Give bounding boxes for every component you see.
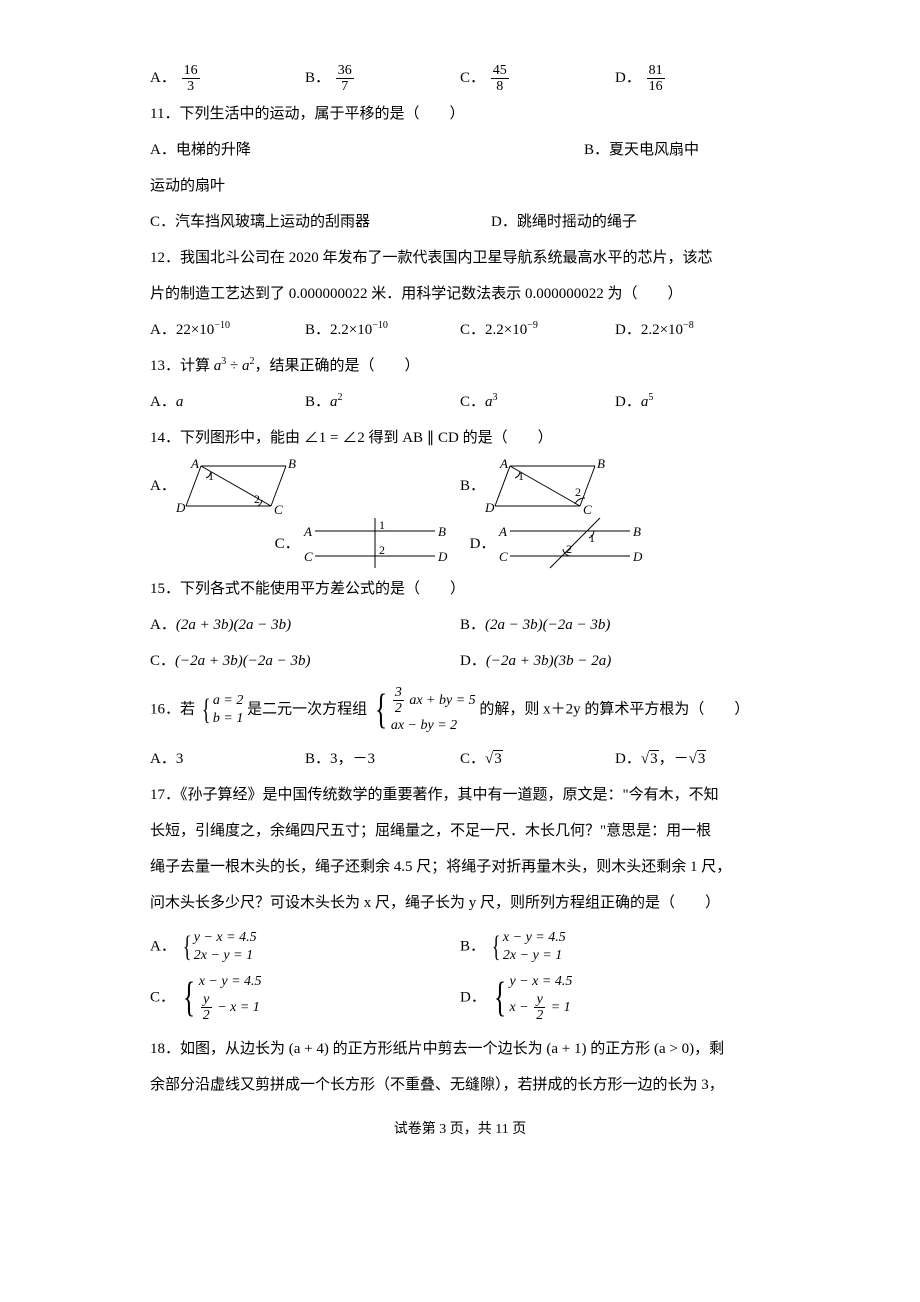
q15-opt-a: A．(2a + 3b)(2a − 3b)	[150, 607, 460, 643]
q14-opt-d: D． A B C D 1 2	[470, 516, 646, 571]
opt-label: D．	[615, 70, 641, 86]
svg-text:B: B	[288, 456, 296, 471]
lines-figure-c: A B C D 1 2	[300, 516, 450, 571]
svg-text:2: 2	[379, 543, 385, 557]
brace-icon: {	[492, 932, 501, 962]
q17-l2: 长短，引绳度之，余绳四尺五寸；屈绳量之，不足一尺．木长几何？"意思是：用一根	[150, 813, 770, 849]
brace-icon: {	[494, 977, 506, 1019]
q16-opt-c: C．√3	[460, 741, 615, 777]
svg-text:C: C	[304, 549, 313, 564]
svg-text:D: D	[176, 500, 186, 515]
q13-opt-d: D．a5	[615, 384, 770, 420]
q17-opt-c: C． { x − y = 4.5y2 − x = 1	[150, 973, 460, 1023]
q12-stem2: 片的制造工艺达到了 0.000000022 米．用科学记数法表示 0.00000…	[150, 276, 770, 312]
svg-text:D: D	[437, 549, 448, 564]
q17-l4: 问木头长多少尺？可设木头长为 x 尺，绳子长为 y 尺，则所列方程组正确的是（ …	[150, 885, 770, 921]
svg-text:C: C	[274, 502, 283, 516]
brace-icon: {	[202, 695, 211, 725]
q10-options: A． 163 B． 367 C． 458 D． 8116	[150, 60, 770, 96]
q12-opt-d: D．2.2×10−8	[615, 312, 770, 348]
q17-row1: A． { y − x = 4.52x − y = 1 B． { x − y = …	[150, 929, 770, 965]
q16-opt-b: B．3，－3	[305, 741, 460, 777]
q13-opt-a: A．a	[150, 384, 305, 420]
q11-opt-d: D．跳绳时摇动的绳子	[491, 204, 770, 240]
q16-opt-a: A．3	[150, 741, 305, 777]
q18-l1: 18．如图，从边长为 (a + 4) 的正方形纸片中剪去一个边长为 (a + 1…	[150, 1031, 770, 1067]
svg-text:1: 1	[518, 469, 524, 483]
q14-opt-a: A． A B C D 1 2	[150, 456, 460, 516]
svg-text:2: 2	[575, 485, 581, 499]
q17-opt-d: D． { y − x = 4.5x − y2 = 1	[460, 973, 770, 1023]
q15-row1: A．(2a + 3b)(2a − 3b) B．(2a − 3b)(−2a − 3…	[150, 607, 770, 643]
q12-options: A．22×10−10 B．2.2×10−10 C．2.2×10−9 D．2.2×…	[150, 312, 770, 348]
q11-opt-a: A．电梯的升降	[150, 132, 584, 168]
parallelogram-figure-a: A B C D 1 2	[176, 456, 311, 516]
page-footer: 试卷第 3 页，共 11 页	[150, 1113, 770, 1147]
q13-opt-b: B．a2	[305, 384, 460, 420]
svg-text:B: B	[438, 524, 446, 539]
svg-text:2: 2	[566, 542, 572, 556]
q14-row2: C． A B C D 1 2 D． A B C D	[150, 516, 770, 571]
q12-opt-c: C．2.2×10−9	[460, 312, 615, 348]
brace-icon: {	[182, 932, 191, 962]
q14-opt-b: B． A B C D 1 2	[460, 456, 770, 516]
q17-row2: C． { x − y = 4.5y2 − x = 1 D． { y − x = …	[150, 973, 770, 1023]
svg-text:B: B	[597, 456, 605, 471]
q11-opt-c: C．汽车挡风玻璃上运动的刮雨器	[150, 204, 491, 240]
q13-options: A．a B．a2 C．a3 D．a5	[150, 384, 770, 420]
opt-label: B．	[305, 70, 330, 86]
opt-label: A．	[150, 70, 176, 86]
svg-text:A: A	[499, 456, 508, 471]
q16-stem: 16．若 { a = 2 b = 1 是二元一次方程组 { 32 ax + by…	[150, 685, 770, 735]
q11-opt-b: B．夏天电风扇中	[584, 132, 770, 168]
q10-opt-d: D． 8116	[615, 60, 770, 96]
brace-icon: {	[183, 977, 195, 1019]
q16-opt-d: D．√3，－√3	[615, 741, 770, 777]
q10-opt-c: C． 458	[460, 60, 615, 96]
q17-opt-a: A． { y − x = 4.52x − y = 1	[150, 929, 460, 965]
q12-stem1: 12．我国北斗公司在 2020 年发布了一款代表国内卫星导航系统最高水平的芯片，…	[150, 240, 770, 276]
svg-text:A: A	[190, 456, 199, 471]
q14-opt-c: C． A B C D 1 2	[275, 516, 450, 571]
q16-options: A．3 B．3，－3 C．√3 D．√3，－√3	[150, 741, 770, 777]
q17-l3: 绳子去量一根木头的长，绳子还剩余 4.5 尺；将绳子对折再量木头，则木头还剩余 …	[150, 849, 770, 885]
q15-stem: 15．下列各式不能使用平方差公式的是（ ）	[150, 571, 770, 607]
svg-text:C: C	[583, 502, 592, 516]
svg-text:C: C	[499, 549, 508, 564]
q15-opt-c: C．(−2a + 3b)(−2a − 3b)	[150, 643, 460, 679]
q13-stem: 13．计算 a3 ÷ a2，结果正确的是（ ）	[150, 348, 770, 384]
q14-row1: A． A B C D 1 2 B．	[150, 456, 770, 516]
q12-opt-b: B．2.2×10−10	[305, 312, 460, 348]
q18-l2: 余部分沿虚线又剪拼成一个长方形（不重叠、无缝隙），若拼成的长方形一边的长为 3，	[150, 1067, 770, 1103]
q10-opt-b: B． 367	[305, 60, 460, 96]
svg-text:2: 2	[254, 492, 260, 506]
q15-row2: C．(−2a + 3b)(−2a − 3b) D．(−2a + 3b)(3b −…	[150, 643, 770, 679]
q14-stem: 14．下列图形中，能由 ∠1 = ∠2 得到 AB ∥ CD 的是（ ）	[150, 420, 770, 456]
svg-text:B: B	[633, 524, 641, 539]
svg-text:A: A	[303, 524, 312, 539]
svg-text:1: 1	[379, 518, 385, 532]
q11-opt-b-cont: 运动的扇叶	[150, 168, 770, 204]
parallelogram-figure-b: A B C D 1 2	[485, 456, 620, 516]
svg-text:A: A	[498, 524, 507, 539]
q11-stem: 11．下列生活中的运动，属于平移的是（ ）	[150, 96, 770, 132]
svg-text:D: D	[485, 500, 495, 515]
q10-opt-a: A． 163	[150, 60, 305, 96]
lines-figure-d: A B C D 1 2	[495, 516, 645, 571]
q13-opt-c: C．a3	[460, 384, 615, 420]
q15-opt-d: D．(−2a + 3b)(3b − 2a)	[460, 643, 770, 679]
svg-text:D: D	[632, 549, 643, 564]
q12-opt-a: A．22×10−10	[150, 312, 305, 348]
opt-label: C．	[460, 70, 485, 86]
q15-opt-b: B．(2a − 3b)(−2a − 3b)	[460, 607, 770, 643]
q17-l1: 17．《孙子算经》是中国传统数学的重要著作，其中有一道题，原文是："今有木，不知	[150, 777, 770, 813]
brace-icon: {	[375, 689, 387, 731]
q17-opt-b: B． { x − y = 4.52x − y = 1	[460, 929, 770, 965]
